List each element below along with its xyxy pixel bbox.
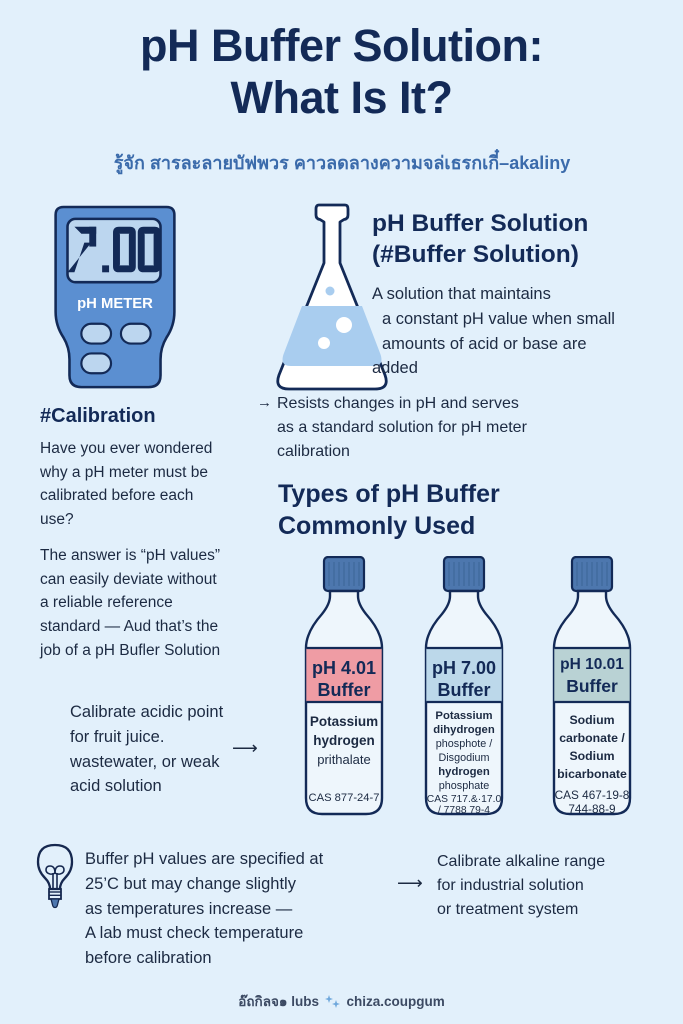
svg-text:744-88-9: 744-88-9 <box>568 802 615 816</box>
svg-text:/ 7788 79-4: / 7788 79-4 <box>438 805 490 816</box>
svg-text:pH 4.01: pH 4.01 <box>312 658 376 678</box>
svg-text:hydrogen: hydrogen <box>438 766 490 778</box>
svg-text:hydrogen: hydrogen <box>313 733 375 748</box>
svg-text:pH 10.01: pH 10.01 <box>560 656 624 673</box>
svg-text:phosphate: phosphate <box>439 780 489 792</box>
svg-text:pH 7.00: pH 7.00 <box>432 658 496 678</box>
svg-text:Sodium: Sodium <box>569 713 614 727</box>
svg-text:CAS 467-19-8: CAS 467-19-8 <box>555 788 630 802</box>
svg-text:Potassium: Potassium <box>310 714 378 729</box>
svg-text:Buffer: Buffer <box>438 680 491 700</box>
svg-text:CAS 717.&·17.0: CAS 717.&·17.0 <box>427 794 502 805</box>
svg-text:bicarbonate: bicarbonate <box>557 767 627 781</box>
svg-text:prithalate: prithalate <box>317 752 370 767</box>
svg-text:dihydrogen: dihydrogen <box>433 724 495 736</box>
svg-text:pH METER: pH METER <box>77 296 153 312</box>
svg-text:Potassium: Potassium <box>435 710 492 722</box>
svg-text:Buffer: Buffer <box>318 680 371 700</box>
svg-text:Disgodium: Disgodium <box>438 752 489 764</box>
svg-text:carbonate /: carbonate / <box>559 731 625 745</box>
svg-text:Sodium: Sodium <box>569 749 614 763</box>
svg-text:phosphote /: phosphote / <box>436 738 492 750</box>
svg-text:Buffer: Buffer <box>566 676 618 696</box>
